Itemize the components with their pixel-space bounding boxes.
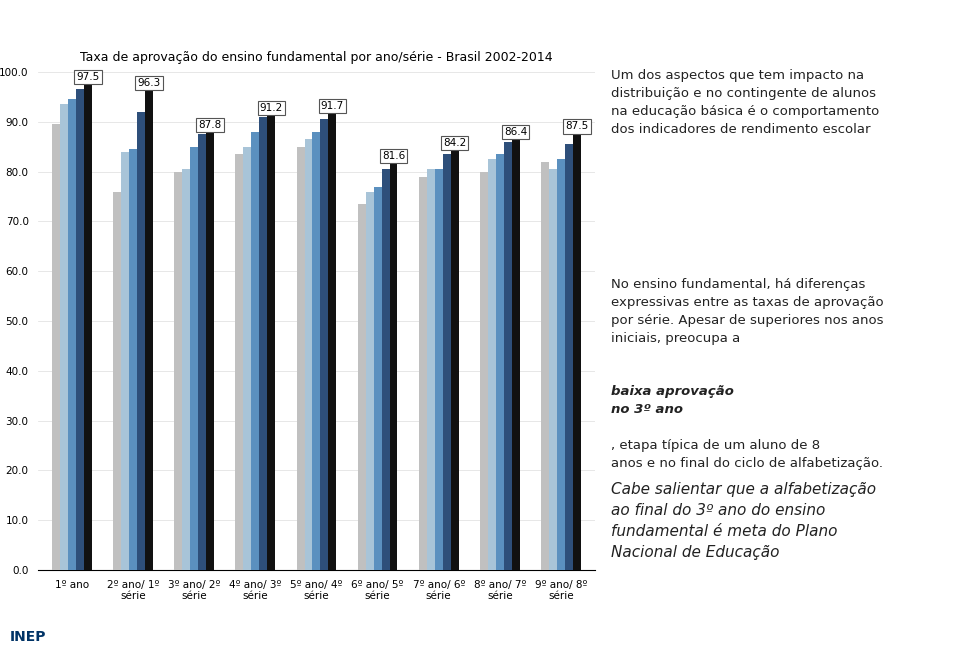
Text: Um dos aspectos que tem impacto na
distribuição e no contingente de alunos
na ed: Um dos aspectos que tem impacto na distr… <box>611 69 879 136</box>
Bar <box>365 191 374 570</box>
Bar <box>480 172 488 570</box>
Text: 96.3: 96.3 <box>137 78 160 88</box>
Bar <box>573 134 581 570</box>
Bar <box>328 113 337 570</box>
Bar <box>244 147 251 570</box>
Text: 87.8: 87.8 <box>199 120 222 130</box>
Text: 97.5: 97.5 <box>77 71 100 82</box>
Bar <box>443 154 451 570</box>
Bar <box>419 177 427 570</box>
Bar <box>60 104 68 570</box>
Bar <box>76 90 83 570</box>
Bar <box>557 159 565 570</box>
Bar <box>313 132 320 570</box>
Bar <box>199 134 206 570</box>
Bar <box>565 144 573 570</box>
Bar <box>296 147 305 570</box>
Bar <box>389 164 397 570</box>
Bar <box>259 117 268 570</box>
Bar <box>137 112 145 570</box>
Text: 81.6: 81.6 <box>382 151 405 161</box>
Bar <box>251 132 259 570</box>
Bar <box>121 152 129 570</box>
Bar <box>52 124 60 570</box>
Title: Taxa de aprovação do ensino fundamental por ano/série - Brasil 2002-2014: Taxa de aprovação do ensino fundamental … <box>81 51 552 64</box>
Bar <box>129 149 137 570</box>
Bar <box>320 119 328 570</box>
Text: No ensino fundamental, há diferenças
expressivas entre as taxas de aprovação
por: No ensino fundamental, há diferenças exp… <box>611 278 883 345</box>
Bar <box>113 191 121 570</box>
Text: 3. Ensino fundamental: 3. Ensino fundamental <box>12 16 293 36</box>
Bar <box>451 151 458 570</box>
Text: Cabe salientar que a alfabetização
ao final do 3º ano do ensino
fundamental é me: Cabe salientar que a alfabetização ao fi… <box>611 482 877 560</box>
Bar <box>374 187 382 570</box>
Bar <box>175 172 182 570</box>
Bar <box>206 133 214 570</box>
Text: 84.2: 84.2 <box>443 138 466 148</box>
Bar <box>68 100 76 570</box>
Bar <box>434 169 443 570</box>
Bar <box>427 169 434 570</box>
Bar <box>145 90 153 570</box>
Bar <box>182 169 190 570</box>
Bar <box>236 154 244 570</box>
Text: 87.5: 87.5 <box>565 121 589 132</box>
Text: INEP: INEP <box>10 630 46 644</box>
Bar <box>488 159 496 570</box>
Text: baixa aprovação
no 3º ano: baixa aprovação no 3º ano <box>611 385 734 417</box>
Bar <box>512 140 520 570</box>
Text: 91.7: 91.7 <box>320 101 344 111</box>
Bar <box>268 116 275 570</box>
Text: , etapa típica de um aluno de 8
anos e no final do ciclo de alfabetização.: , etapa típica de um aluno de 8 anos e n… <box>611 439 883 470</box>
Bar <box>358 204 365 570</box>
Bar <box>503 141 512 570</box>
Bar <box>496 154 503 570</box>
Text: 86.4: 86.4 <box>504 127 527 137</box>
Bar <box>83 84 92 570</box>
Bar <box>382 169 389 570</box>
Text: 91.2: 91.2 <box>260 103 283 113</box>
Bar <box>541 162 550 570</box>
Bar <box>550 169 557 570</box>
Bar <box>190 147 199 570</box>
Bar <box>305 140 313 570</box>
